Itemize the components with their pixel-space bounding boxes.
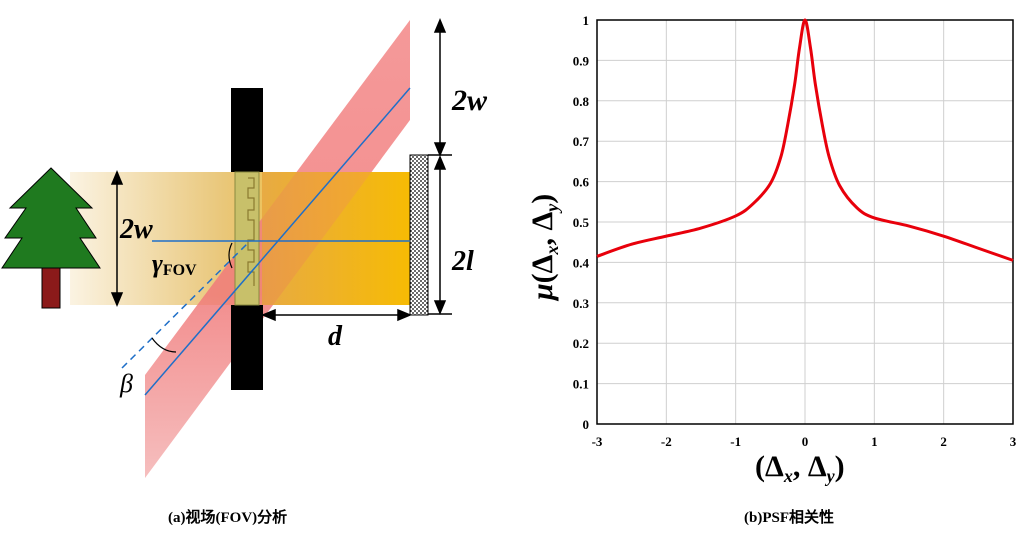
x-tick-label: -2 <box>661 434 672 449</box>
x-axis-label-sub-x: x <box>783 466 793 486</box>
y-axis-label: μ(Δx, Δy) <box>526 194 562 302</box>
aperture-plate-top <box>231 88 263 172</box>
label-gamma-sub: FOV <box>163 262 197 279</box>
x-tick-label: 2 <box>940 434 947 449</box>
x-tick-label: 3 <box>1010 434 1017 449</box>
y-tick-label: 0.5 <box>573 215 590 230</box>
label-2l: 2l <box>451 246 474 277</box>
y-tick-label: 0.8 <box>573 94 590 109</box>
aperture-plate-bottom <box>231 305 263 390</box>
light-beam-right <box>262 172 410 305</box>
x-axis-label-sub-y: y <box>825 466 836 486</box>
label-d: d <box>328 321 343 352</box>
label-2w-top: 2w <box>451 84 488 117</box>
dim-2l <box>428 155 452 315</box>
y-tick-label: 0.4 <box>573 255 590 270</box>
y-tick-label: 1 <box>583 13 590 28</box>
label-gamma: γFOV <box>152 249 197 279</box>
x-tick-labels: -3 -2 -1 0 1 2 3 <box>592 434 1017 449</box>
y-tick-label: 0.7 <box>573 134 590 149</box>
coded-mask <box>234 171 260 306</box>
y-tick-label: 0.2 <box>573 336 589 351</box>
y-axis-label-open: (Δ <box>526 254 559 283</box>
caption-left: (a)视场(FOV)分析 <box>168 510 288 526</box>
x-axis-label-open: (Δ <box>755 450 784 483</box>
gamma-arc <box>228 242 233 269</box>
y-axis-label-mu: μ <box>526 283 559 302</box>
x-tick-label: 0 <box>802 434 809 449</box>
dim-2w-top <box>428 18 452 157</box>
y-tick-label: 0.6 <box>573 175 590 190</box>
y-axis-label-sub-y: y <box>542 203 562 214</box>
chart-grid <box>596 19 1014 425</box>
x-axis-label: (Δx, Δy) <box>755 450 845 486</box>
y-tick-labels: 0 0.1 0.2 0.3 0.4 0.5 0.6 0.7 0.8 0.9 1 <box>573 13 590 432</box>
x-axis-label-close: ) <box>835 450 845 483</box>
psf-chart: -3 -2 -1 0 1 2 3 0 0.1 0.2 0.3 0.4 0.5 0.6 0.7 0.8 0.9 1… <box>526 13 1017 486</box>
label-gamma-symbol: γ <box>152 249 163 278</box>
fov-diagram: 2w 2w γFOV 2l d β <box>1 18 488 478</box>
x-axis-label-mid: , Δ <box>793 450 827 483</box>
x-tick-label: 1 <box>871 434 878 449</box>
y-axis-label-sub-x: x <box>542 246 562 256</box>
mask-steps <box>247 177 255 286</box>
x-tick-label: -3 <box>592 434 603 449</box>
dim-2w-left <box>110 170 124 307</box>
ray-diagonal <box>144 87 411 396</box>
y-axis-label-close: ) <box>526 194 559 204</box>
dim-d <box>261 308 412 322</box>
psf-curve <box>596 18 1014 262</box>
caption-right: (b)PSF相关性 <box>744 510 835 526</box>
y-tick-label: 0 <box>583 417 590 432</box>
sensor <box>409 154 429 316</box>
y-axis-label-mid: , Δ <box>526 212 559 246</box>
tree-icon <box>1 167 101 309</box>
x-tick-label: -1 <box>730 434 741 449</box>
y-tick-label: 0.3 <box>573 296 590 311</box>
ray-dashed <box>121 240 251 369</box>
y-tick-label: 0.1 <box>573 377 589 392</box>
label-2w-left: 2w <box>119 214 153 245</box>
label-beta: β <box>119 369 133 398</box>
y-tick-label: 0.9 <box>573 53 590 68</box>
beta-arc <box>151 337 177 353</box>
